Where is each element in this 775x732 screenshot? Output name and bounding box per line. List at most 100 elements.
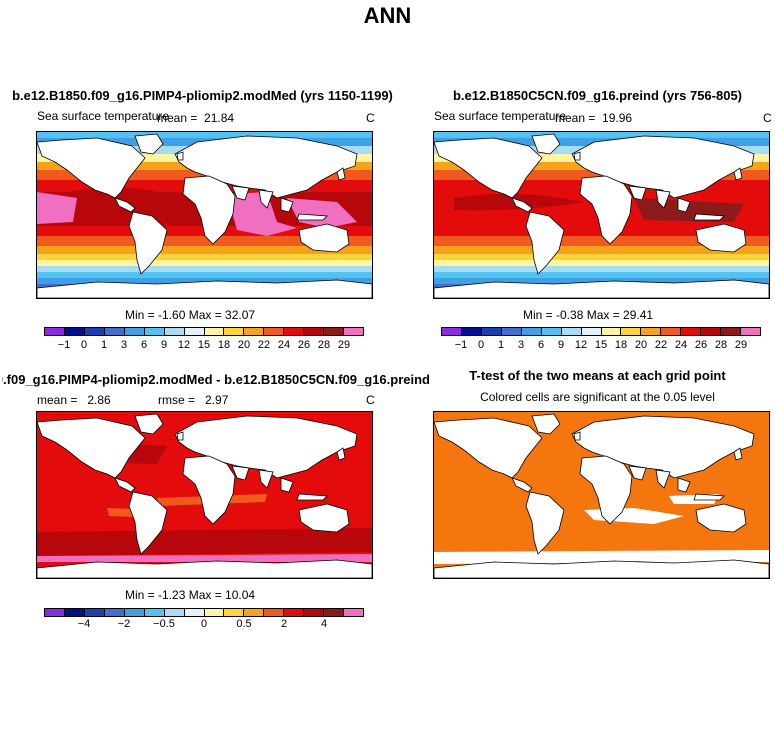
land-outline: [298, 223, 350, 253]
land-outline: [677, 477, 725, 501]
panel2-subtitle: Sea surface temperature: [434, 109, 567, 123]
sst-band: [434, 132, 769, 138]
land-outline: [434, 417, 543, 479]
sst-band: [434, 236, 769, 246]
land-outline: [174, 135, 358, 199]
colorbar-swatch: [344, 609, 363, 616]
warm-pool: [227, 192, 297, 236]
land-outline: [531, 413, 561, 435]
land-outline: [176, 431, 184, 441]
colorbar-tick-label: 15: [197, 339, 211, 351]
diff-region: [37, 554, 372, 562]
colorbar-swatch: [284, 328, 305, 335]
colorbar-swatch: [681, 328, 702, 335]
colorbar-swatch: [481, 328, 502, 335]
land-outline: [134, 413, 164, 435]
colorbar-swatch: [84, 609, 105, 616]
land-outline: [511, 197, 533, 213]
colorbar-swatch: [501, 328, 522, 335]
colorbar-tick-label: 15: [594, 339, 608, 351]
panel1-units: C: [366, 111, 375, 125]
colorbar-tick-label: 1: [497, 339, 505, 351]
colorbar-tick-label: 9: [557, 339, 565, 351]
land-outline: [182, 455, 236, 525]
panel1-mean-value: 21.84: [204, 111, 235, 125]
colorbar-tick-label: 29: [734, 339, 748, 351]
warm-pool: [287, 198, 357, 228]
land-outline: [37, 417, 146, 479]
panel1-map: [36, 131, 373, 299]
colorbar-swatch: [701, 328, 722, 335]
panel2-colorbar-labels: −1 0 1 3 6 9 12 15 18 20 22 24 26 28 29: [441, 339, 761, 353]
land-outline: [298, 503, 350, 533]
colorbar-swatch: [284, 609, 305, 616]
panel3-rmse-value: 2.97: [205, 393, 229, 407]
colorbar-tick-label: 1: [100, 339, 108, 351]
panel1-mean-label: mean =: [157, 111, 198, 125]
land-outline: [525, 491, 565, 555]
sst-band: [37, 266, 372, 272]
colorbar-tick-label: 0: [477, 339, 485, 351]
colorbar-tick-label: 20: [634, 339, 648, 351]
colorbar-swatch: [64, 609, 85, 616]
colorbar-swatch: [124, 609, 145, 616]
colorbar-tick-label: 3: [517, 339, 525, 351]
colorbar-tick-label: 0.5: [236, 618, 252, 630]
sst-band: [37, 132, 372, 138]
land-outline: [174, 415, 358, 479]
colorbar-swatch: [264, 328, 285, 335]
panel4-map: [433, 411, 770, 579]
land-outline: [695, 503, 747, 533]
colorbar-tick-label: −0.5: [153, 618, 175, 630]
land-outline: [434, 137, 543, 199]
land-outline: [434, 559, 769, 578]
colorbar-tick-label: −4: [77, 618, 91, 630]
land-outline: [231, 185, 274, 209]
panel1-colorbar: [44, 327, 364, 336]
panel3-colorbar: [44, 608, 364, 617]
land-outline: [511, 477, 533, 493]
colorbar-swatch: [741, 328, 760, 335]
land-outline: [434, 279, 769, 298]
colorbar-swatch: [721, 328, 742, 335]
panel2-mean-value: 19.96: [602, 111, 633, 125]
colorbar-swatch: [184, 609, 205, 616]
sst-band: [37, 272, 372, 278]
colorbar-tick-label: 22: [257, 339, 271, 351]
colorbar-swatch: [124, 328, 145, 335]
colorbar-swatch: [244, 609, 265, 616]
colorbar-tick-label: 0: [200, 618, 208, 630]
panel2-colorbar: [441, 327, 761, 336]
colorbar-swatch: [144, 328, 165, 335]
sst-band: [37, 236, 372, 246]
panel1-title: b.e12.B1850.f09_g16.PIMP4-pliomip2.modMe…: [12, 88, 393, 103]
colorbar-tick-label: 29: [337, 339, 351, 351]
colorbar-swatch: [641, 328, 662, 335]
land-outline: [573, 151, 581, 161]
colorbar-swatch: [661, 328, 682, 335]
panel2-minmax: Min = -0.38 Max = 29.41: [523, 308, 654, 322]
colorbar-swatch: [304, 609, 325, 616]
land-outline: [231, 465, 274, 489]
colorbar-swatch: [561, 328, 582, 335]
land-outline: [579, 175, 633, 245]
colorbar-swatch: [204, 609, 225, 616]
colorbar-tick-label: 18: [217, 339, 231, 351]
land-outline: [336, 447, 346, 461]
land-outline: [336, 167, 346, 181]
colorbar-swatch: [324, 328, 345, 335]
colorbar-swatch: [541, 328, 562, 335]
land-outline: [531, 133, 561, 155]
colorbar-tick-label: 12: [574, 339, 588, 351]
colorbar-tick-label: 0: [80, 339, 88, 351]
colorbar-tick-label: 22: [654, 339, 668, 351]
land-outline: [280, 477, 328, 501]
panel2-units: C: [763, 111, 772, 125]
diff-region: [37, 528, 372, 556]
land-outline: [134, 133, 164, 155]
colorbar-swatch: [621, 328, 642, 335]
panel3-minmax: Min = -1.23 Max = 10.04: [125, 588, 256, 602]
land-outline: [280, 197, 328, 221]
colorbar-tick-label: 2: [280, 618, 288, 630]
colorbar-swatch: [224, 609, 245, 616]
